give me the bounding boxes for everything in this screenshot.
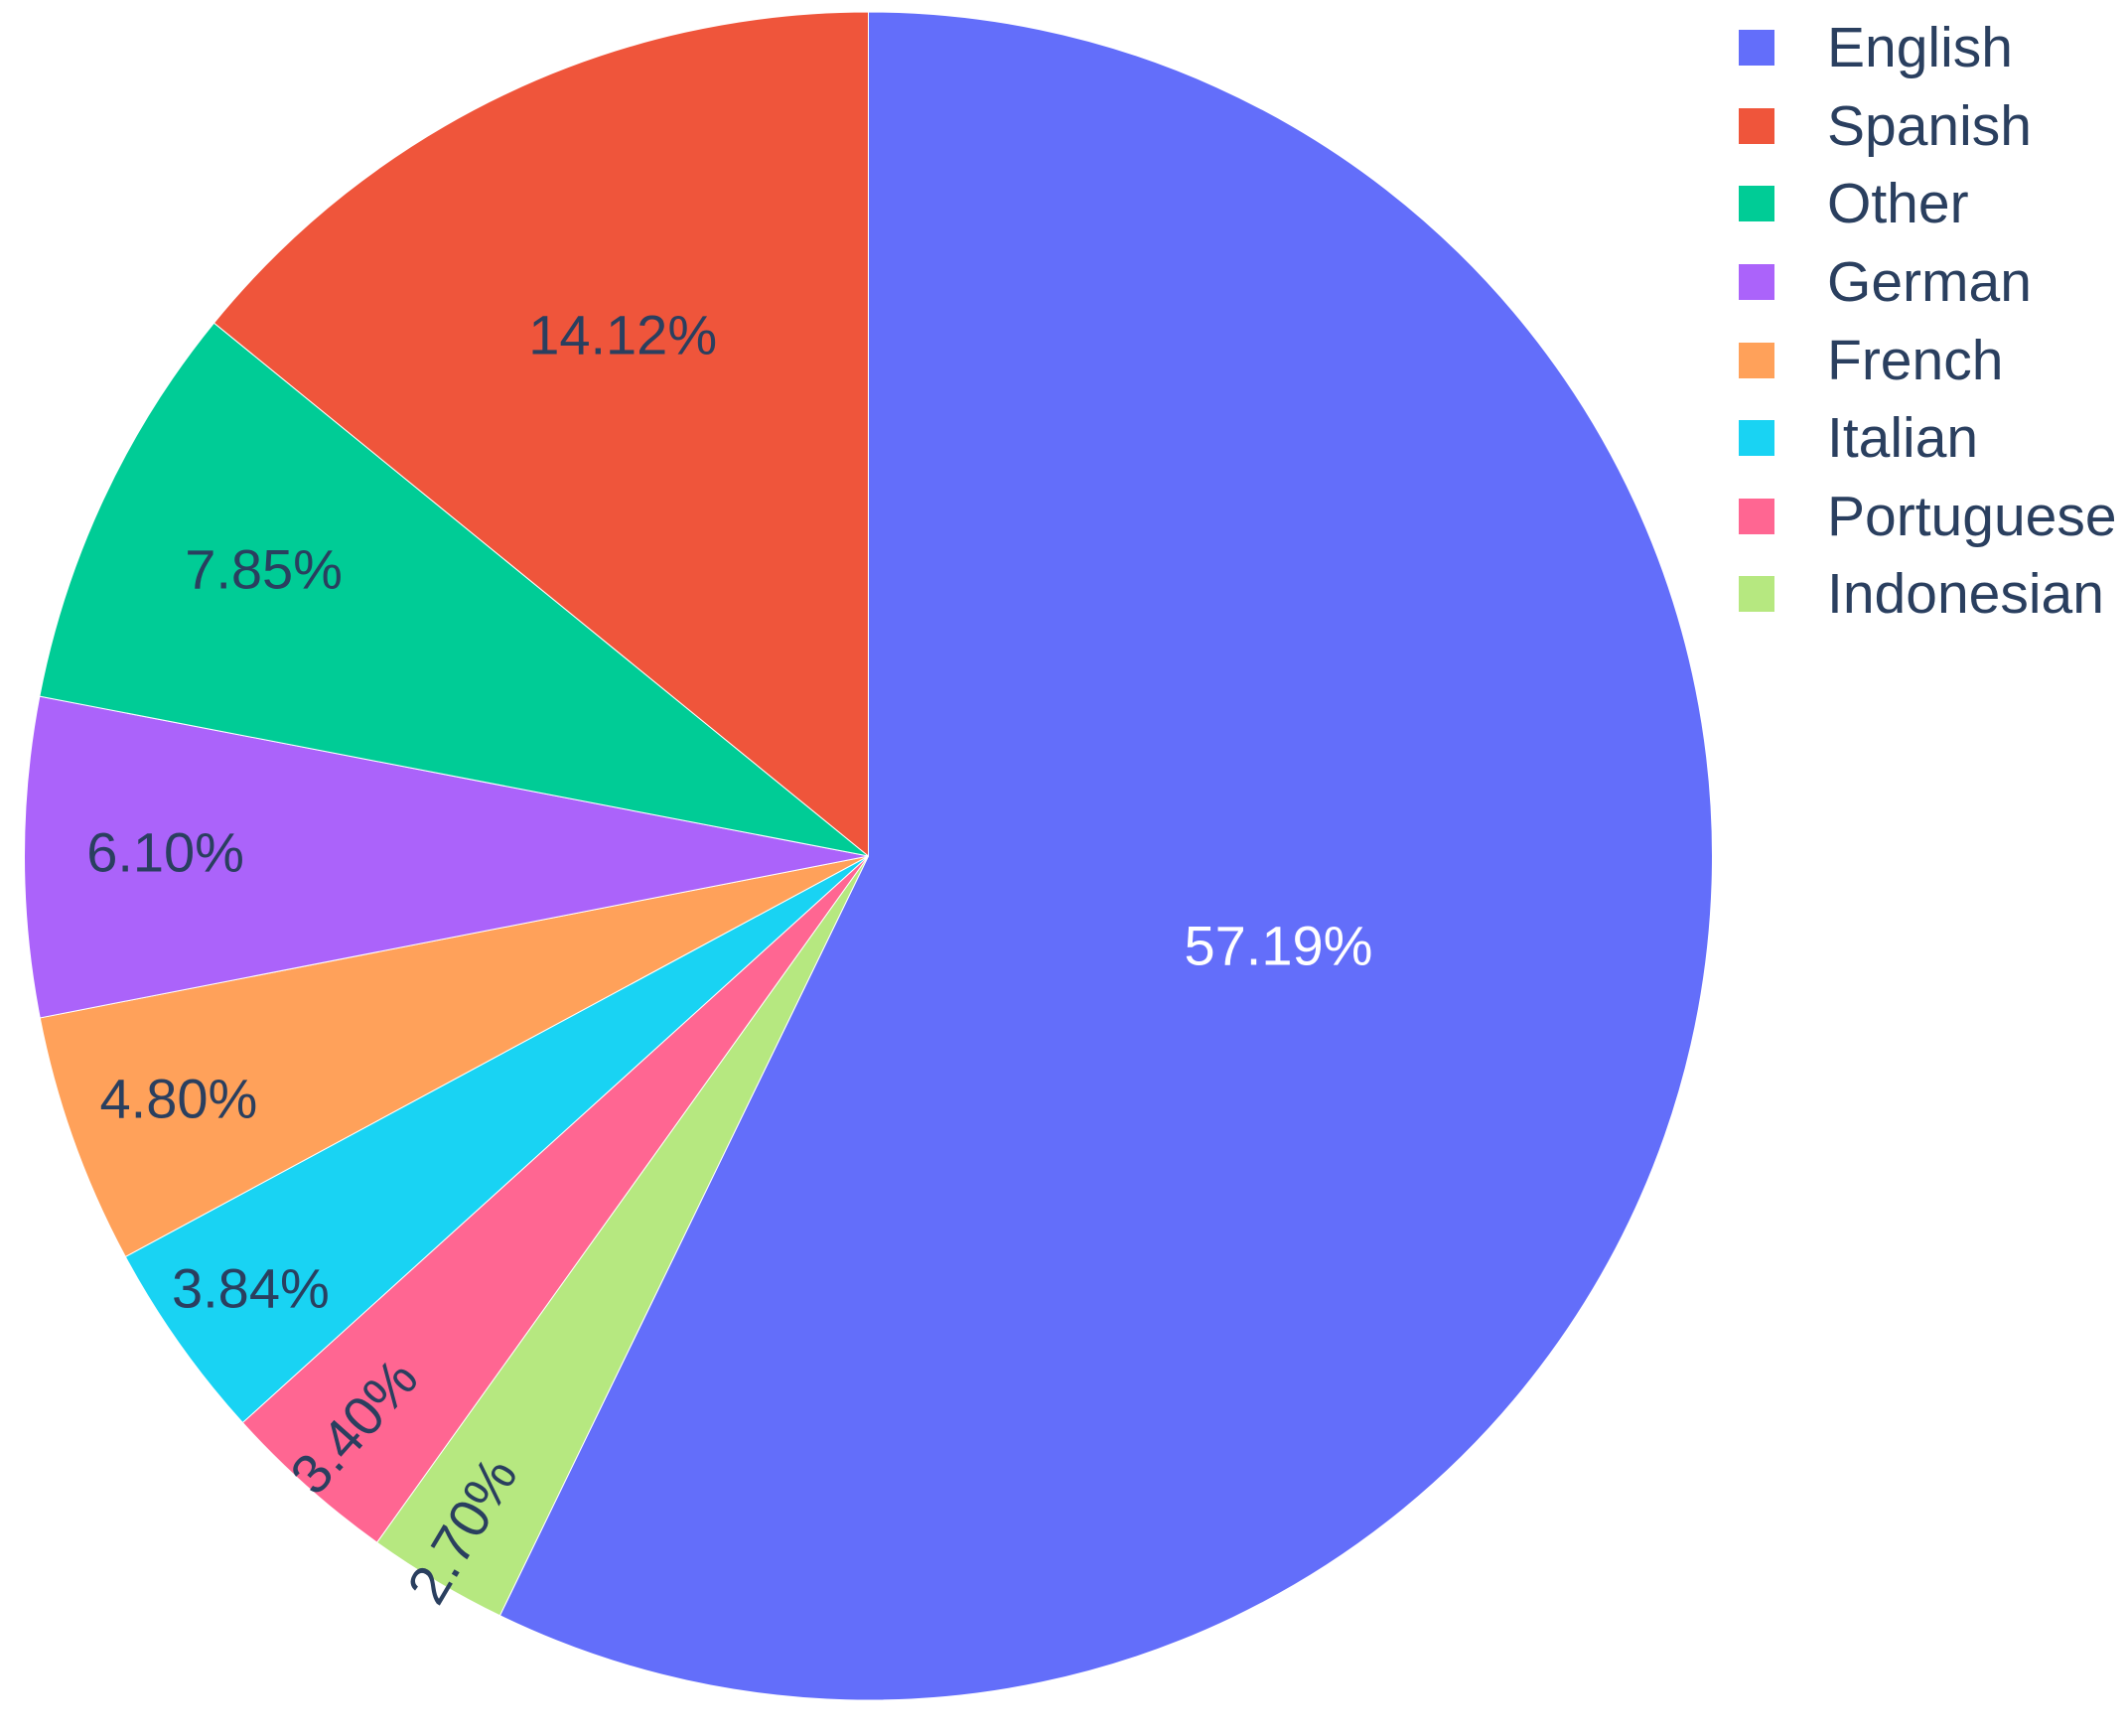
svg-text:7.85%: 7.85% bbox=[185, 537, 343, 600]
svg-text:57.19%: 57.19% bbox=[1184, 915, 1372, 977]
svg-text:14.12%: 14.12% bbox=[528, 303, 717, 365]
svg-text:4.80%: 4.80% bbox=[99, 1067, 257, 1129]
svg-text:6.10%: 6.10% bbox=[86, 821, 244, 884]
svg-text:3.84%: 3.84% bbox=[172, 1256, 330, 1319]
